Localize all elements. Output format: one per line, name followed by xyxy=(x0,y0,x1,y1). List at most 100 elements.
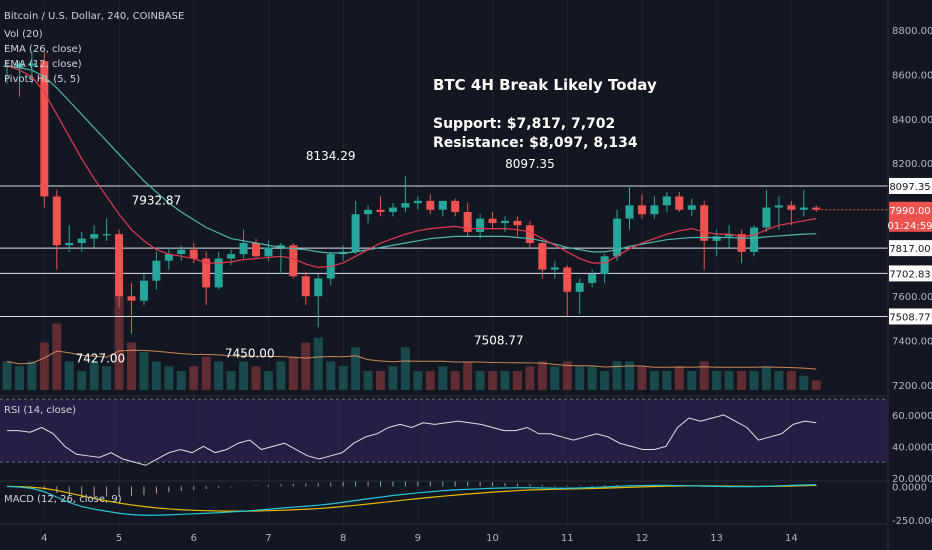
candle-body[interactable] xyxy=(15,63,24,68)
candle-body[interactable] xyxy=(488,218,497,224)
candle-body[interactable] xyxy=(52,196,61,246)
level-label: 8097.35 xyxy=(889,182,930,193)
candle-body[interactable] xyxy=(513,220,522,226)
candle-body[interactable] xyxy=(538,243,547,270)
candle-body[interactable] xyxy=(700,205,709,241)
annotation-title: BTC 4H Break Likely Today xyxy=(433,76,657,94)
candle-body[interactable] xyxy=(77,238,86,244)
candle-body[interactable] xyxy=(314,278,323,297)
volume-bars xyxy=(2,295,821,390)
candle-body[interactable] xyxy=(451,200,460,212)
volume-bar xyxy=(388,366,398,390)
candle-body[interactable] xyxy=(501,220,509,224)
volume-bar xyxy=(749,371,759,390)
candle-body[interactable] xyxy=(252,243,260,257)
volume-bar xyxy=(338,366,348,390)
candle-body[interactable] xyxy=(214,258,223,288)
candle-body[interactable] xyxy=(189,249,198,259)
candle-body[interactable] xyxy=(675,196,684,210)
candle-body[interactable] xyxy=(799,207,808,210)
macd-title[interactable]: MACD (12, 26, close, 9) xyxy=(4,494,122,505)
candle-body[interactable] xyxy=(650,205,659,215)
candle-body[interactable] xyxy=(102,234,111,236)
candle-body[interactable] xyxy=(152,260,161,281)
candles[interactable] xyxy=(3,52,821,334)
volume-bar xyxy=(164,366,174,390)
volume-bar xyxy=(550,366,560,390)
candle-body[interactable] xyxy=(613,218,622,257)
candle-body[interactable] xyxy=(575,282,584,292)
countdown-timer: 01:24:59 xyxy=(888,221,932,232)
candle-body[interactable] xyxy=(289,245,298,277)
candle-body[interactable] xyxy=(401,203,410,208)
indicator-pivots[interactable]: Pivots HL (5, 5) xyxy=(4,74,80,85)
candle-body[interactable] xyxy=(239,243,248,255)
candle-body[interactable] xyxy=(737,234,746,252)
candle-body[interactable] xyxy=(139,280,148,301)
volume-bar xyxy=(226,371,236,390)
last-price-value: 7990.00 xyxy=(889,206,930,217)
candle-body[interactable] xyxy=(115,234,124,297)
candle-body[interactable] xyxy=(227,254,236,259)
candle-body[interactable] xyxy=(600,256,609,275)
volume-bar xyxy=(301,342,311,390)
candle-body[interactable] xyxy=(90,234,99,239)
macd-line xyxy=(6,484,817,516)
volume-bar xyxy=(600,371,610,390)
candle-body[interactable] xyxy=(712,236,721,241)
volume-bar xyxy=(313,337,323,390)
volume-bar xyxy=(786,371,796,390)
volume-bar xyxy=(425,371,435,390)
candle-body[interactable] xyxy=(762,207,771,228)
candle-body[interactable] xyxy=(65,243,74,246)
ema12-line xyxy=(6,65,817,269)
candle-body[interactable] xyxy=(413,200,422,204)
candle-body[interactable] xyxy=(27,63,36,66)
candle-body[interactable] xyxy=(725,234,734,237)
candle-body[interactable] xyxy=(202,258,211,288)
candle-body[interactable] xyxy=(276,245,285,248)
candle-body[interactable] xyxy=(563,267,572,292)
candle-body[interactable] xyxy=(525,225,534,244)
volume-bar xyxy=(537,361,547,390)
candle-body[interactable] xyxy=(787,205,796,210)
candle-body[interactable] xyxy=(376,209,385,212)
candle-body[interactable] xyxy=(351,214,360,252)
indicator-ema26[interactable]: EMA (26, close) xyxy=(4,44,82,55)
candle-body[interactable] xyxy=(750,227,758,252)
time-axis[interactable]: 4 5 6 7 8 9 10 11 12 13 14 xyxy=(41,533,798,544)
pivot-label: 8097.35 xyxy=(505,157,555,171)
candle-body[interactable] xyxy=(476,218,485,232)
candle-body[interactable] xyxy=(426,200,435,210)
macd-tick-label: -250.0000 xyxy=(892,516,932,527)
candle-body[interactable] xyxy=(625,205,634,219)
price-axis[interactable]: 8800.00 8600.00 8400.00 8200.00 7600.00 7400.… xyxy=(889,26,932,527)
volume-bar xyxy=(151,361,161,390)
candle-body[interactable] xyxy=(687,205,696,210)
indicator-ema12[interactable]: EMA (12, close) xyxy=(4,59,82,70)
candle-body[interactable] xyxy=(388,207,397,212)
candle-body[interactable] xyxy=(463,211,472,232)
candle-body[interactable] xyxy=(774,205,783,208)
volume-bar xyxy=(612,361,622,390)
candle-body[interactable] xyxy=(637,205,646,215)
candle-body[interactable] xyxy=(301,276,310,297)
ema-lines xyxy=(6,65,817,269)
candle-body[interactable] xyxy=(550,267,559,270)
candle-body[interactable] xyxy=(438,200,447,210)
candle-body[interactable] xyxy=(164,254,173,261)
x-tick-label: 12 xyxy=(636,533,649,544)
candle-body[interactable] xyxy=(662,196,671,206)
candle-body[interactable] xyxy=(812,207,821,210)
candle-body[interactable] xyxy=(364,209,373,215)
candle-body[interactable] xyxy=(264,247,273,257)
candle-body[interactable] xyxy=(177,249,186,255)
candle-body[interactable] xyxy=(40,61,49,197)
indicator-volume[interactable]: Vol (20) xyxy=(4,29,43,40)
rsi-title[interactable]: RSI (14, close) xyxy=(4,405,76,416)
candle-body[interactable] xyxy=(127,296,136,301)
volume-bar xyxy=(64,361,74,390)
candle-body[interactable] xyxy=(588,274,597,283)
volume-bar xyxy=(127,342,136,390)
